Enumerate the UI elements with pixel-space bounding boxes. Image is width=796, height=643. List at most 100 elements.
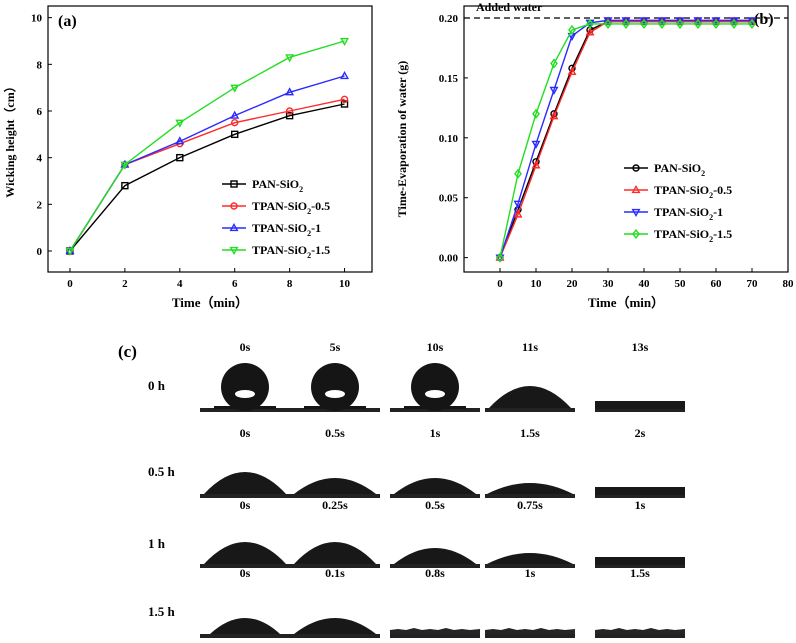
legend-entry-2: TPAN-SiO2-1 [654, 205, 723, 222]
y-axis-label: Wicking height（cm） [2, 80, 17, 197]
row-label: 0 h [148, 378, 165, 393]
x-tick-label: 2 [122, 278, 128, 290]
legend-marker [230, 180, 238, 188]
x-tick-label: 0 [67, 278, 73, 290]
time-label: 0s [239, 426, 251, 440]
x-tick-label: 6 [232, 278, 238, 290]
data-point [230, 84, 240, 93]
x-axis-label: Time（min） [588, 295, 664, 310]
time-label: 5s [329, 340, 341, 354]
data-point [340, 70, 350, 80]
legend-entry-0: PAN-SiO2 [654, 161, 705, 178]
data-point [285, 54, 295, 63]
time-label: 0.8s [425, 566, 445, 580]
data-point [513, 209, 523, 218]
data-point [550, 58, 558, 69]
x-tick-label: 10 [531, 278, 543, 290]
legend-marker [631, 184, 641, 194]
panel-label: (b) [754, 11, 774, 28]
series-3 [65, 37, 350, 257]
y-tick-label: 0.05 [439, 193, 459, 205]
panel-label: (a) [58, 13, 77, 30]
data-point [175, 136, 185, 145]
data-point [693, 17, 703, 26]
series-line [499, 23, 752, 258]
data-point [658, 18, 666, 30]
data-point [729, 17, 739, 26]
droplet-image [595, 518, 685, 573]
droplet-image [595, 588, 685, 643]
data-point [532, 108, 540, 119]
data-point [639, 17, 649, 26]
data-point [730, 18, 738, 30]
y-tick-label: 6 [37, 106, 43, 118]
droplet-image [390, 588, 480, 643]
data-point [514, 168, 522, 179]
x-tick-label: 50 [675, 278, 687, 290]
legend-marker [230, 202, 238, 210]
droplet-image [595, 362, 685, 417]
data-point [231, 130, 239, 139]
data-point [65, 247, 75, 257]
data-point [230, 110, 240, 119]
data-point [586, 18, 594, 30]
series-line [69, 103, 345, 252]
data-point [549, 111, 559, 120]
y-tick-label: 10 [31, 13, 43, 25]
data-point [621, 17, 631, 26]
droplet-image [290, 362, 380, 417]
x-tick-label: 0 [497, 278, 503, 290]
data-point [121, 181, 129, 190]
time-label: 1.5s [630, 566, 650, 580]
data-point [531, 140, 541, 149]
x-tick-label: 20 [567, 278, 579, 290]
x-axis-label: Time（min） [172, 295, 248, 310]
series-1 [495, 16, 757, 261]
legend-marker [632, 228, 640, 240]
y-tick-label: 4 [37, 153, 43, 165]
data-point [640, 18, 648, 30]
data-point [340, 95, 349, 104]
series-3 [496, 18, 756, 263]
data-point [748, 18, 756, 30]
data-point [285, 111, 294, 120]
time-label: 10s [426, 340, 444, 354]
time-label: 1s [524, 566, 536, 580]
time-label: 1s [634, 498, 646, 512]
time-label: 11s [521, 340, 538, 354]
data-point [676, 18, 684, 30]
droplet-image [485, 362, 575, 417]
legend-marker [229, 222, 239, 232]
data-point [712, 18, 720, 30]
data-point [568, 24, 576, 36]
data-point [176, 153, 184, 162]
droplet-image [200, 588, 290, 643]
legend-marker [632, 164, 640, 172]
time-label: 0.75s [517, 498, 543, 512]
y-tick-label: 0.00 [439, 253, 459, 265]
time-label: 0s [239, 498, 251, 512]
droplet-image [200, 448, 290, 503]
legend-entry-0: PAN-SiO2 [252, 177, 303, 194]
droplet-image [485, 448, 575, 503]
data-point [340, 100, 349, 108]
time-label: 1s [429, 426, 441, 440]
droplet-image [290, 518, 380, 573]
legend-entry-3: TPAN-SiO2-1.5 [252, 243, 330, 260]
data-point [622, 18, 630, 30]
series-line [499, 20, 752, 258]
y-tick-label: 0.15 [439, 73, 459, 85]
series-0 [496, 17, 756, 262]
data-point [285, 107, 294, 115]
data-point [531, 160, 541, 169]
series-line [69, 40, 345, 252]
time-label: 0.5s [325, 426, 345, 440]
annotation-added-water: Added water [476, 0, 543, 14]
legend-entry-2: TPAN-SiO2-1 [252, 221, 321, 238]
data-point [603, 17, 613, 26]
legend-entry-1: TPAN-SiO2-0.5 [252, 199, 330, 216]
data-point [711, 17, 721, 26]
data-point [340, 37, 350, 47]
droplet-image [290, 588, 380, 643]
data-point [120, 161, 130, 170]
